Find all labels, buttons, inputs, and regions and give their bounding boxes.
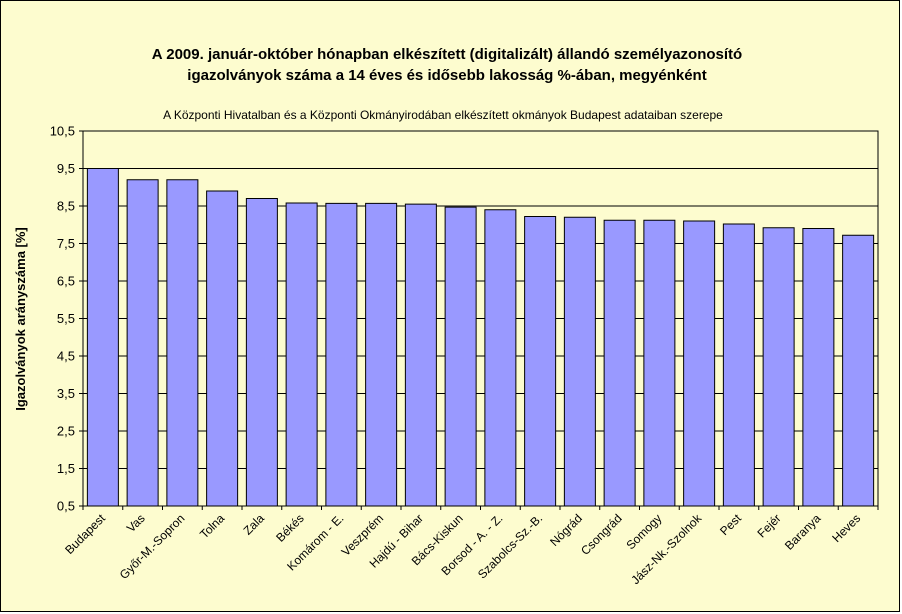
bar — [285, 202, 318, 507]
y-tick-label: 6,5 — [57, 274, 75, 289]
y-tick-label: 3,5 — [57, 386, 75, 401]
bar — [206, 190, 239, 507]
y-axis-label: Igazolványok arányszáma [%] — [13, 227, 28, 411]
x-tick-label: Baranya — [782, 511, 824, 553]
y-tick-label: 9,5 — [57, 161, 75, 176]
x-tick-label: Békés — [273, 511, 306, 544]
x-tick-label: Zala — [241, 511, 268, 538]
bar — [325, 202, 358, 507]
x-tick-label: Heves — [829, 511, 863, 545]
bar — [722, 223, 755, 507]
chart-title-line-2: igazolványok száma a 14 éves és idősebb … — [187, 67, 706, 84]
x-tick-label: Jász-Nk.-Szolnok — [628, 511, 705, 588]
y-tick-label: 4,5 — [57, 349, 75, 364]
x-tick-label: Pest — [717, 511, 744, 538]
x-tick-label: Budapest — [62, 511, 108, 557]
bar — [683, 220, 716, 507]
x-tick-label: Csongrád — [578, 511, 625, 558]
x-tick-label: Nógrád — [547, 511, 585, 549]
bar — [444, 206, 477, 507]
bar — [524, 216, 557, 507]
bar — [365, 202, 398, 507]
chart-title-line-1: A 2009. január-október hónapban elkészít… — [152, 46, 742, 63]
x-tick-label: Vas — [124, 511, 148, 535]
y-tick-label: 2,5 — [57, 424, 75, 439]
y-tick-label: 8,5 — [57, 199, 75, 214]
plot-border — [82, 130, 879, 507]
bar — [603, 219, 636, 507]
bar — [126, 179, 159, 507]
bar — [802, 228, 835, 507]
bar — [563, 216, 596, 507]
y-tick-label: 5,5 — [57, 311, 75, 326]
y-tick-label: 0,5 — [57, 499, 75, 514]
bar — [842, 234, 875, 507]
chart-subtitle: A Központi Hivatalban és a Központi Okmá… — [163, 108, 723, 122]
bar — [404, 203, 437, 507]
x-tick-label: Fejér — [755, 511, 784, 540]
y-tick-label: 1,5 — [57, 461, 75, 476]
y-tick-label: 10,5 — [50, 124, 75, 139]
y-tick-label: 7,5 — [57, 236, 75, 251]
bar — [762, 227, 795, 507]
bar — [245, 198, 278, 507]
bar — [86, 168, 119, 507]
x-tick-label: Tolna — [197, 511, 227, 541]
bar — [484, 209, 517, 507]
bar — [643, 219, 676, 507]
bar — [166, 179, 199, 507]
plot-area: 0,5 1,5 2,5 3,5 4,5 5,5 6,5 7,5 8,5 9,5 10,5 Budape… — [50, 124, 879, 588]
